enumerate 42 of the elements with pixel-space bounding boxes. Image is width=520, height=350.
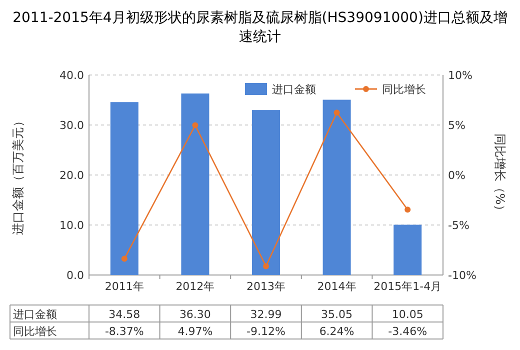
data-label: 6.24% — [319, 325, 354, 338]
bar — [322, 100, 351, 275]
legend-label: 同比增长 — [382, 83, 426, 96]
data-label: 34.58 — [108, 308, 140, 321]
y-tick-label: 0.0 — [66, 269, 84, 282]
data-label: 10.05 — [392, 308, 424, 321]
point — [404, 206, 411, 213]
y-axis-title: 进口金额（百万美元） — [11, 115, 25, 235]
y-tick-label: 40.0 — [60, 69, 84, 82]
y2-tick-label: 10% — [448, 69, 472, 82]
bar — [181, 94, 210, 275]
y2-tick-label: 5% — [448, 119, 466, 132]
data-label: -3.46% — [388, 325, 428, 338]
x-tick-label: 2013年 — [246, 280, 286, 293]
y-tick-label: 20.0 — [60, 169, 84, 182]
data-label: -8.37% — [104, 325, 144, 338]
point — [334, 110, 340, 116]
data-label: 35.05 — [321, 308, 353, 321]
data-label: 36.30 — [179, 308, 211, 321]
x-tick-label: 2012年 — [176, 280, 215, 293]
y2-tick-label: 0% — [448, 169, 466, 182]
data-label: 4.97% — [178, 325, 213, 338]
y2-axis-title: 同比增长（%） — [493, 133, 507, 217]
x-tick-label: 2015年1-4月 — [374, 280, 442, 293]
data-label: -9.12% — [246, 325, 286, 338]
bar — [110, 102, 138, 275]
x-tick-label: 2014年 — [317, 280, 356, 293]
legend-label: 进口金额 — [272, 83, 316, 96]
data-label: 32.99 — [250, 308, 282, 321]
y2-tick-label: -10% — [448, 269, 476, 282]
point — [192, 122, 198, 128]
x-tick-label: 2011年 — [104, 280, 144, 293]
text: 进口金额 — [13, 308, 57, 321]
y-tick-label: 10.0 — [60, 219, 84, 232]
point — [121, 256, 128, 262]
y2-tick-label: -5% — [448, 219, 470, 232]
text: 同比增长 — [13, 325, 57, 338]
point — [263, 263, 269, 270]
bar — [252, 110, 280, 275]
bar — [394, 224, 422, 275]
y-tick-label: 30.0 — [60, 119, 84, 132]
chart-title: 2011-2015年4月初级形状的尿素树脂及硫尿树脂(HS39091000)进口总额及增速统计 — [12, 10, 508, 45]
